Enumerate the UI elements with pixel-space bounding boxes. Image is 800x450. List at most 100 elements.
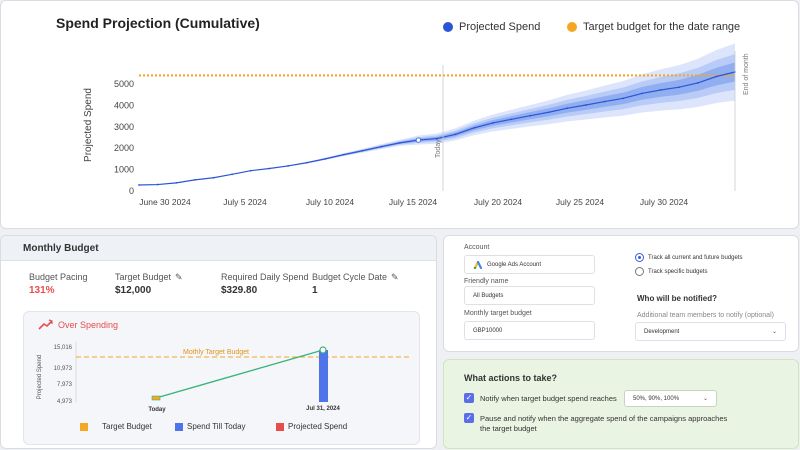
chevron-down-icon: ⌄ [702,396,708,402]
radio-track-specific[interactable]: Track specific budgets [635,267,707,276]
legend-target-budget: Target Budget [80,422,152,431]
radio-track-all-label: Track all current and future budgets [648,254,743,261]
spend-square-icon [175,422,183,431]
projected-dot-icon [443,22,453,32]
radio-checked-icon[interactable] [635,253,644,262]
projected-point [193,178,196,181]
y-tick-label: 2000 [114,143,134,153]
radio-unchecked-icon[interactable] [635,267,644,276]
notify-threshold-value: 50%, 90%, 100% [633,395,680,402]
monthly-target-label: Monthly target budget [464,310,532,317]
daily-spend-value: $329.80 [221,285,258,296]
projected-point [287,165,289,167]
budget-pacing-label: Budget Pacing [29,272,88,282]
legend-spend-label: Spend Till Today [187,422,246,431]
mini-y-tick: 4,973 [57,399,73,405]
over-spending-title: Over Spending [58,320,118,330]
mini-target-label: Mothly Target Budget [183,349,249,356]
cycle-date-label: Budget Cycle Date [312,272,388,282]
monthly-budget-header: Monthly Budget [1,236,436,261]
projected-point [361,149,364,152]
projected-point [175,181,178,184]
legend-target-label: Target budget for the date range [583,21,741,33]
additional-members-label: Additional team members to notify (optio… [637,312,774,319]
cycle-date-value: 1 [312,285,318,296]
x-ticks: June 30 2024 July 5 2024 July 10 2024 July … [139,197,688,207]
projected-point [156,183,159,186]
notify-threshold-select[interactable]: 50%, 90%, 100% ⌄ [624,390,717,407]
cycle-date-label-row: Budget Cycle Date ✎ [312,272,399,283]
projected-point [547,111,550,114]
projection-end-point [319,346,327,354]
notify-label: Notify when target budget spend reaches [480,394,617,403]
projected-point [231,173,234,176]
x-tick-label: July 5 2024 [223,197,267,207]
end-of-month-label: End of month [743,53,750,95]
monthly-budget-title: Monthly Budget [23,243,99,254]
today-label: Today [435,139,442,158]
projected-point [305,161,308,164]
legend-spend-till-today: Spend Till Today [175,422,246,431]
legend-projected-label: Projected Spend [459,21,541,33]
actions-title: What actions to take? [464,373,558,383]
google-ads-icon [473,260,482,269]
monthly-budget-card: Monthly Budget Budget Pacing 131% Target… [0,235,437,449]
projected-point [398,141,401,144]
additional-members-value: Development [644,328,680,335]
account-field[interactable]: Google Ads Account [464,255,595,274]
x-tick-label: July 30 2024 [640,197,688,207]
friendly-name-input[interactable]: All Budgets [464,286,595,305]
x-tick-label: July 15 2024 [389,197,437,207]
projection-title: Spend Projection (Cumulative) [56,15,260,31]
today-point [415,137,421,143]
confidence-band [139,43,735,186]
confidence-bands [139,43,735,186]
projected-point [678,86,681,89]
projected-point [454,133,457,136]
projection-line [155,349,324,399]
y-ticks: 0 1000 2000 3000 4000 5000 [114,79,134,196]
x-tick-label: July 25 2024 [556,197,604,207]
notify-checkbox[interactable]: ✓ [464,393,474,403]
actions-card: What actions to take? ✓ Notify when targ… [443,359,799,449]
spend-bar [319,350,328,402]
projected-line [138,71,736,186]
monthly-target-value: GBP10000 [473,327,503,334]
target-dot-icon [567,22,577,32]
y-tick-label: 3000 [114,122,134,132]
projected-point [566,107,569,110]
edit-pencil-icon[interactable]: ✎ [175,272,183,282]
settings-card: Account Google Ads Account Friendly name… [443,235,799,352]
mini-y-tick: 7,973 [57,382,73,388]
legend-target-budget-label: Target Budget [102,422,152,431]
projected-point [249,169,252,172]
monthly-target-input[interactable]: GBP10000 [464,321,595,340]
edit-pencil-icon[interactable]: ✎ [391,272,399,282]
target-budget-label: Target Budget [115,272,172,282]
projection-card: Spend Projection (Cumulative) Projected … [0,0,799,229]
pause-label: Pause and notify when the aggregate spen… [480,414,728,433]
account-label: Account [464,244,490,251]
radio-track-all[interactable]: Track all current and future budgets [635,253,743,262]
pause-checkbox[interactable]: ✓ [464,413,474,423]
notify-title: Who will be notified? [637,294,717,303]
target-budget-value: $12,000 [115,285,152,296]
x-tick-label: July 20 2024 [474,197,522,207]
target-budget-label-row: Target Budget ✎ [115,272,183,283]
legend-projected-spend: Projected Spend [276,422,347,431]
additional-members-select[interactable]: Development ⌄ [635,322,786,341]
projected-point [659,89,662,91]
radio-track-specific-label: Track specific budgets [648,268,708,275]
projected-point [603,100,606,103]
projected-point [529,114,532,117]
legend-projected: Projected Spend [443,21,540,33]
projected-point [510,118,513,121]
y-tick-label: 4000 [114,100,134,110]
over-spending-chart: Over Spending Projected Spend 15,016 10,… [37,319,410,413]
projected-point [342,153,345,156]
friendly-name-value: All Budgets [473,292,504,299]
projected-point [473,126,476,129]
projected-point [715,75,718,78]
projection-chart: Projected Spend 0 1000 2000 3000 4000 5000 Ju… [83,43,750,207]
y-tick-label: 0 [129,186,134,196]
